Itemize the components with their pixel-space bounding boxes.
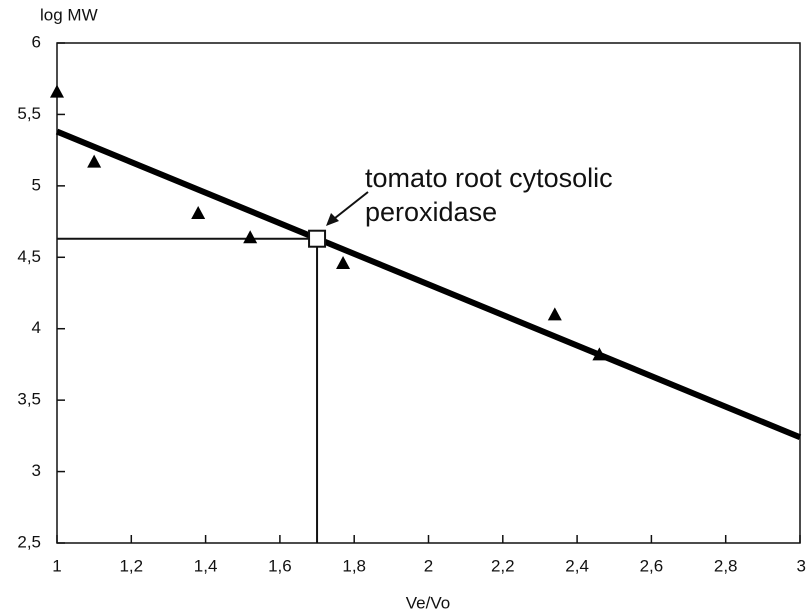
y-tick-label: 4,5 (17, 247, 41, 266)
point (87, 154, 102, 168)
arrow-head (326, 213, 339, 226)
plot-frame (56, 42, 801, 544)
y-tick-label: 4 (32, 318, 41, 337)
x-tick-label: 2,6 (640, 556, 664, 575)
x-axis-label: Ve/Vo (406, 593, 450, 612)
x-tick-label: 1,2 (119, 556, 143, 575)
unknown-point (308, 229, 327, 248)
point (50, 84, 64, 98)
x-tick-label: 1 (52, 556, 61, 575)
point (592, 347, 607, 361)
y-tick-label: 2,5 (17, 532, 41, 551)
y-tick-label: 3 (32, 461, 41, 480)
x-tick-label: 1,4 (194, 556, 218, 575)
annotation: tomato root cytosolic (365, 163, 613, 193)
y-tick-label: 5,5 (17, 104, 41, 123)
annotation-arrow (329, 191, 369, 223)
y-tick-label: 6 (32, 32, 41, 51)
x-tick-label: 2,8 (714, 556, 738, 575)
y-tick-label: 3,5 (17, 390, 41, 409)
x-tick-label: 1,6 (268, 556, 292, 575)
x-tick-label: 2,4 (565, 556, 589, 575)
point (547, 307, 562, 321)
x-tick-label: 3 (797, 556, 806, 575)
y-tick-label: 5 (32, 175, 41, 194)
point (191, 206, 206, 219)
x-tick-label: 2,2 (491, 556, 515, 575)
point (336, 256, 351, 269)
x-tick-label: 2 (424, 556, 433, 575)
point (243, 230, 258, 244)
annotation: peroxidase (365, 197, 497, 227)
x-tick-label: 1,8 (342, 556, 366, 575)
fit-line (55, 128, 802, 441)
y-axis-label: log MW (40, 5, 98, 24)
